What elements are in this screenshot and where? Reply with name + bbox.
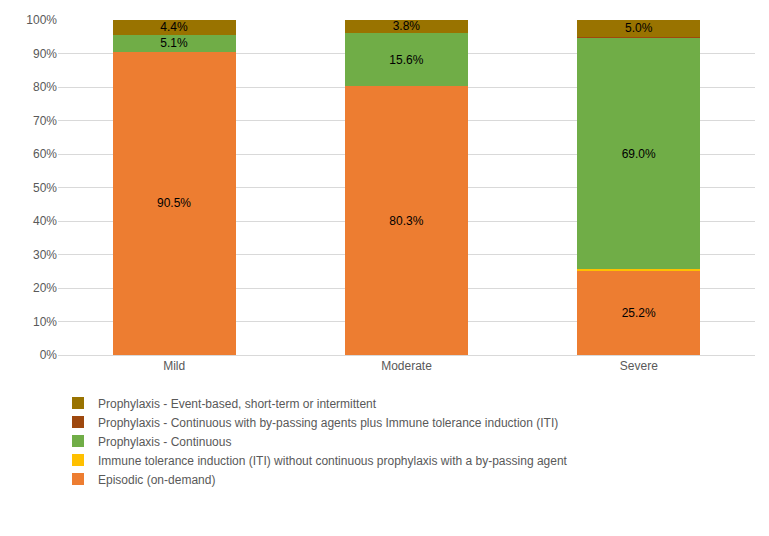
svg-text:5.0%: 5.0% xyxy=(625,21,653,35)
svg-text:90%: 90% xyxy=(33,47,57,61)
svg-text:Prophylaxis - Continuous: Prophylaxis - Continuous xyxy=(98,435,231,449)
svg-text:90.5%: 90.5% xyxy=(157,196,191,210)
svg-text:80.3%: 80.3% xyxy=(389,214,423,228)
svg-text:69.0%: 69.0% xyxy=(622,147,656,161)
svg-text:Severe: Severe xyxy=(620,359,658,373)
svg-text:0%: 0% xyxy=(40,348,58,362)
svg-text:Immune tolerance induction (IT: Immune tolerance induction (ITI) without… xyxy=(98,454,568,468)
svg-text:10%: 10% xyxy=(33,315,57,329)
svg-text:25.2%: 25.2% xyxy=(622,306,656,320)
svg-text:15.6%: 15.6% xyxy=(389,53,423,67)
svg-text:Prophylaxis - Continuous with: Prophylaxis - Continuous with by-passing… xyxy=(98,416,558,430)
svg-text:100%: 100% xyxy=(26,13,57,27)
svg-text:Prophylaxis - Event-based, sho: Prophylaxis - Event-based, short-term or… xyxy=(98,397,377,411)
svg-text:5.1%: 5.1% xyxy=(160,36,188,50)
svg-text:3.8%: 3.8% xyxy=(393,19,421,33)
svg-text:Mild: Mild xyxy=(163,359,185,373)
svg-text:60%: 60% xyxy=(33,147,57,161)
svg-text:70%: 70% xyxy=(33,114,57,128)
svg-text:30%: 30% xyxy=(33,248,57,262)
svg-text:Episodic (on-demand): Episodic (on-demand) xyxy=(98,473,215,487)
svg-text:20%: 20% xyxy=(33,281,57,295)
svg-text:4.4%: 4.4% xyxy=(160,20,188,34)
svg-text:80%: 80% xyxy=(33,80,57,94)
svg-text:Moderate: Moderate xyxy=(381,359,432,373)
svg-text:50%: 50% xyxy=(33,181,57,195)
svg-text:40%: 40% xyxy=(33,214,57,228)
